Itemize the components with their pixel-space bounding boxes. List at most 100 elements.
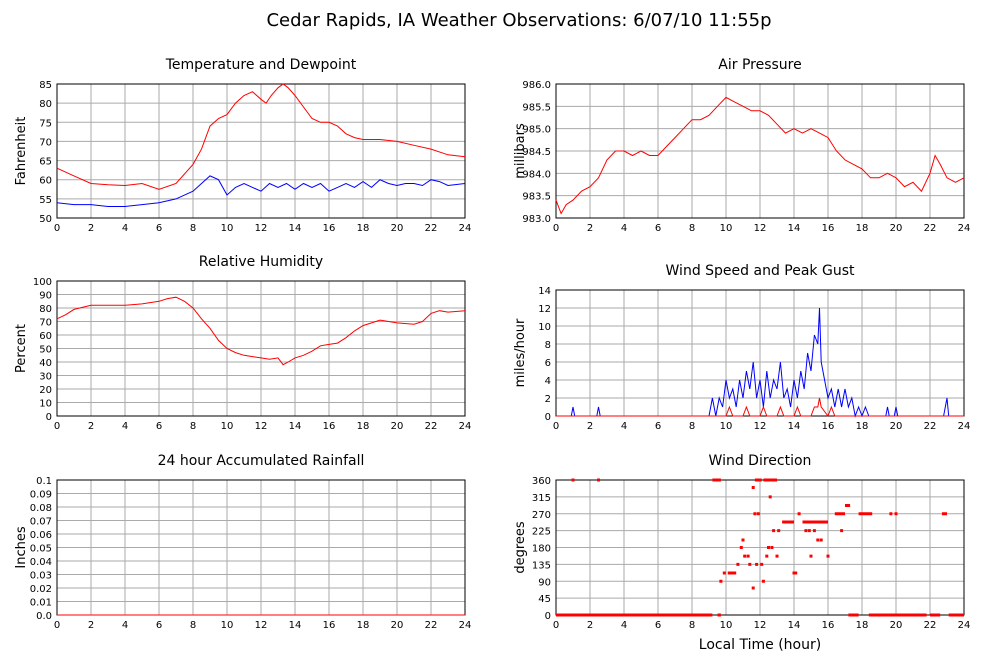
data-point — [777, 529, 781, 533]
x-tick-label: 24 — [958, 421, 971, 432]
y-tick-label: 85 — [39, 80, 52, 91]
data-point — [765, 554, 769, 558]
x-tick-label: 20 — [890, 421, 903, 432]
y-tick-label: 135 — [532, 560, 551, 571]
x-tick-label: 22 — [924, 223, 937, 234]
x-tick-label: 0 — [553, 421, 559, 432]
data-point — [597, 478, 600, 482]
y-tick-label: 986.0 — [522, 80, 551, 91]
y-tick-label: 90 — [39, 291, 52, 302]
x-tick-label: 20 — [890, 620, 903, 631]
data-point — [889, 512, 893, 516]
x-tick-label: 22 — [924, 421, 937, 432]
x-tick-label: 10 — [221, 223, 234, 234]
x-tick-label: 0 — [54, 421, 60, 432]
x-tick-label: 16 — [822, 620, 835, 631]
series-line — [555, 96, 965, 215]
data-point — [756, 512, 760, 516]
x-tick-label: 18 — [357, 421, 370, 432]
data-point — [797, 512, 801, 516]
y-tick-label: 985.0 — [522, 125, 551, 136]
x-tick-label: 2 — [587, 620, 593, 631]
y-tick-label: 14 — [538, 286, 551, 297]
x-tick-label: 4 — [621, 421, 627, 432]
x-tick-label: 24 — [459, 421, 472, 432]
chart-title: Air Pressure — [718, 57, 801, 73]
y-tick-label: 90 — [538, 577, 551, 588]
y-tick-label: 0.0 — [36, 611, 52, 622]
x-tick-label: 22 — [425, 620, 438, 631]
data-point — [739, 546, 743, 549]
x-tick-label: 24 — [459, 223, 472, 234]
y-tick-label: 100 — [33, 277, 52, 288]
y-tick-label: 40 — [39, 358, 52, 369]
data-point — [812, 529, 816, 533]
data-point — [571, 478, 575, 482]
x-tick-label: 22 — [425, 223, 438, 234]
x-tick-label: 10 — [720, 421, 733, 432]
chart-title: Relative Humidity — [199, 254, 323, 270]
y-tick-label: 4 — [545, 376, 551, 387]
y-tick-label: 0.03 — [30, 571, 52, 582]
x-tick-label: 8 — [689, 620, 695, 631]
x-tick-label: 16 — [822, 421, 835, 432]
x-tick-label: 16 — [323, 223, 336, 234]
y-tick-label: 65 — [39, 157, 52, 168]
x-tick-label: 6 — [156, 223, 162, 234]
y-axis-label: Inches — [14, 526, 29, 568]
y-tick-label: 0 — [46, 412, 52, 423]
x-tick-label: 16 — [323, 421, 336, 432]
x-tick-label: 20 — [391, 421, 404, 432]
y-tick-label: 75 — [39, 118, 52, 129]
x-tick-label: 24 — [459, 620, 472, 631]
x-tick-label: 8 — [689, 421, 695, 432]
x-tick-label: 12 — [754, 421, 767, 432]
x-tick-label: 2 — [88, 620, 94, 631]
data-point — [722, 571, 726, 575]
y-tick-label: 984.5 — [522, 147, 551, 158]
y-tick-label: 70 — [39, 318, 52, 329]
y-tick-label: 0.05 — [30, 544, 52, 555]
x-tick-label: 0 — [553, 620, 559, 631]
data-point — [719, 579, 723, 583]
data-point — [755, 562, 759, 566]
plot-frame — [555, 83, 965, 219]
data-point — [770, 546, 774, 549]
plot-frame — [56, 83, 466, 219]
data-point — [894, 512, 898, 516]
data-point — [741, 538, 745, 542]
y-tick-label: 0.07 — [30, 517, 52, 528]
series-line — [56, 83, 466, 190]
data-point — [775, 554, 779, 558]
y-tick-label: 0 — [545, 412, 551, 423]
x-tick-label: 4 — [122, 421, 128, 432]
chart-title: Temperature and Dewpoint — [165, 57, 357, 73]
y-tick-label: 985.5 — [522, 102, 551, 113]
y-tick-label: 70 — [39, 137, 52, 148]
x-tick-label: 6 — [655, 421, 661, 432]
y-axis-label: miles/hour — [513, 318, 528, 387]
y-tick-label: 360 — [532, 476, 551, 487]
x-tick-label: 16 — [323, 620, 336, 631]
x-tick-label: 18 — [856, 223, 869, 234]
data-point — [840, 529, 844, 533]
y-tick-label: 0.06 — [30, 530, 52, 541]
y-tick-label: 12 — [538, 304, 551, 315]
x-tick-label: 0 — [54, 620, 60, 631]
x-tick-label: 18 — [856, 421, 869, 432]
x-tick-label: 4 — [621, 620, 627, 631]
x-tick-label: 12 — [255, 421, 268, 432]
y-tick-label: 20 — [39, 385, 52, 396]
x-tick-label: 12 — [255, 223, 268, 234]
x-tick-label: 8 — [190, 223, 196, 234]
x-tick-label: 20 — [391, 223, 404, 234]
data-point — [816, 538, 820, 542]
x-tick-label: 24 — [958, 223, 971, 234]
x-tick-label: 10 — [720, 223, 733, 234]
data-point — [792, 571, 796, 575]
x-tick-label: 18 — [357, 620, 370, 631]
x-tick-label: 8 — [190, 421, 196, 432]
x-tick-label: 16 — [822, 223, 835, 234]
